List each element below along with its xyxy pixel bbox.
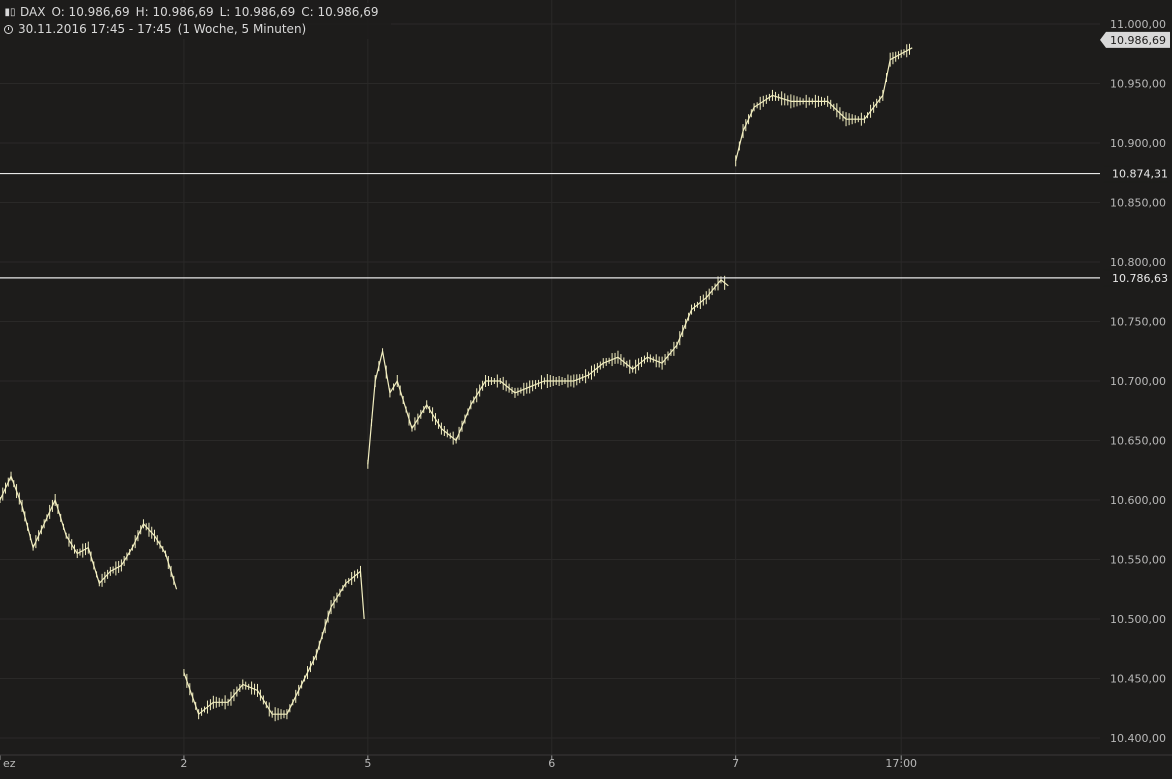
price-series bbox=[0, 43, 913, 722]
price-line-segment-4 bbox=[514, 279, 729, 394]
hline-tag-label: 10.786,63 bbox=[1112, 272, 1168, 285]
x-tick-label: 2 bbox=[180, 757, 187, 770]
y-tick-label: 10.750,00 bbox=[1110, 316, 1166, 329]
clock-icon bbox=[4, 25, 13, 34]
y-tick-label: 10.800,00 bbox=[1110, 256, 1166, 269]
y-tick-label: 10.500,00 bbox=[1110, 613, 1166, 626]
x-axis: ez 2 5 6 7 17:00 bbox=[0, 754, 1172, 770]
x-tick-label: ez bbox=[3, 757, 16, 770]
y-tick-label: 10.950,00 bbox=[1110, 78, 1166, 91]
last-price-tag-bg bbox=[1100, 31, 1170, 48]
y-tick-label: 11.000,00 bbox=[1110, 18, 1166, 31]
y-tick-label: 10.650,00 bbox=[1110, 435, 1166, 448]
candles-icon[interactable]: ▮▯ bbox=[4, 7, 16, 18]
y-tick-label: 10.400,00 bbox=[1110, 732, 1166, 745]
y-tick-label: 10.900,00 bbox=[1110, 137, 1166, 150]
hline-tag-label: 10.874,31 bbox=[1112, 168, 1168, 181]
last-price-label: 10.986,69 bbox=[1110, 34, 1166, 47]
x-tick-label: 6 bbox=[548, 757, 555, 770]
y-tick-label: 10.700,00 bbox=[1110, 375, 1166, 388]
high-value: H: 10.986,69 bbox=[135, 5, 214, 19]
symbol-label[interactable]: DAX bbox=[20, 5, 46, 19]
y-tick-label: 10.600,00 bbox=[1110, 494, 1166, 507]
ohlc-row: ▮▯ DAX O: 10.986,69 H: 10.986,69 L: 10.9… bbox=[4, 4, 385, 21]
y-tick-label: 10.550,00 bbox=[1110, 554, 1166, 567]
y-tick-label: 10.450,00 bbox=[1110, 673, 1166, 686]
period-label[interactable]: (1 Woche, 5 Minuten) bbox=[177, 22, 307, 36]
horizontal-lines[interactable] bbox=[0, 172, 1100, 279]
x-tick-label: 17:00 bbox=[885, 757, 917, 770]
x-tick-label: 7 bbox=[732, 757, 739, 770]
close-value: C: 10.986,69 bbox=[301, 5, 379, 19]
datetime-label: 30.11.2016 17:45 - 17:45 bbox=[18, 22, 172, 36]
low-value: L: 10.986,69 bbox=[219, 5, 296, 19]
y-tick-label: 10.850,00 bbox=[1110, 197, 1166, 210]
time-row: 30.11.2016 17:45 - 17:45 (1 Woche, 5 Min… bbox=[4, 21, 385, 38]
hline-tag-bg-0 bbox=[1102, 165, 1170, 183]
open-value: O: 10.986,69 bbox=[51, 5, 130, 19]
y-axis: 10.400,00 10.450,00 10.500,00 10.550,00 10.6… bbox=[1110, 18, 1166, 745]
price-tags: 10.874,31 10.786,63 10.986,69 bbox=[1100, 31, 1170, 287]
x-tick-label: 5 bbox=[364, 757, 371, 770]
hline-tag-bg-1 bbox=[1102, 269, 1170, 287]
grid-lines bbox=[0, 0, 1100, 755]
chart-header: ▮▯ DAX O: 10.986,69 H: 10.986,69 L: 10.9… bbox=[0, 3, 391, 39]
